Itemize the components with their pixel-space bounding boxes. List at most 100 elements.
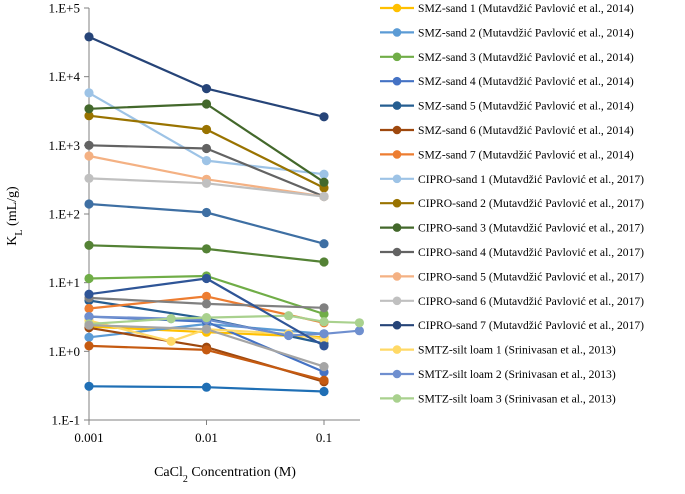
- legend-item: CIPRO-sand 6 (Mutavdžić Pavlović et al.,…: [380, 295, 644, 308]
- data-point: [201, 156, 212, 166]
- data-point: [201, 345, 212, 355]
- series-markers: [84, 32, 364, 397]
- data-point: [201, 299, 212, 309]
- data-point: [84, 341, 94, 351]
- y-axis-title-subscript: L: [14, 229, 25, 235]
- plot-area: 1.E-1 1.E+0 1.E+1 1.E+2 1.E+3 1.E+4 1.E+5 0.00…: [48, 1, 364, 445]
- legend-label: CIPRO-sand 5 (Mutavdžić Pavlović et al.,…: [418, 270, 644, 283]
- data-point: [84, 303, 94, 314]
- data-point: [84, 273, 94, 284]
- y-tick-label: 1.E-1: [51, 413, 80, 428]
- data-point: [201, 84, 212, 94]
- legend-item: SMTZ-silt loam 3 (Srinivasan et al., 201…: [380, 392, 616, 405]
- y-ticks: 1.E-1 1.E+0 1.E+1 1.E+2 1.E+3 1.E+4 1.E+5: [48, 1, 89, 428]
- legend-label: CIPRO-sand 4 (Mutavdžić Pavlović et al.,…: [418, 246, 644, 259]
- data-point: [84, 312, 94, 322]
- data-point: [284, 330, 294, 341]
- legend-swatch-marker: [392, 76, 402, 86]
- legend-item: SMZ-sand 5 (Mutavdžić Pavlović et al., 2…: [380, 100, 634, 113]
- legend-item: CIPRO-sand 4 (Mutavdžić Pavlović et al.,…: [380, 246, 644, 259]
- x-tick-label: 0.1: [316, 430, 332, 445]
- legend-swatch-marker: [392, 394, 402, 403]
- data-point: [319, 329, 329, 339]
- y-tick-label: 1.E+4: [48, 69, 80, 84]
- data-point: [84, 289, 94, 299]
- legend-swatch-marker: [392, 247, 402, 257]
- data-point: [354, 326, 364, 336]
- legend-swatch-marker: [392, 150, 402, 159]
- data-point: [84, 140, 94, 150]
- legend-swatch-marker: [392, 174, 402, 184]
- legend-swatch-marker: [392, 28, 402, 37]
- data-point: [201, 324, 212, 334]
- y-tick-label: 1.E+3: [48, 138, 80, 153]
- data-point: [284, 311, 294, 321]
- legend-swatch-marker: [392, 3, 402, 13]
- data-point: [201, 143, 212, 154]
- data-point: [84, 320, 94, 330]
- data-point: [84, 381, 94, 391]
- legend-item: SMZ-sand 2 (Mutavdžić Pavlović et al., 2…: [380, 26, 634, 39]
- legend-label: SMZ-sand 5 (Mutavdžić Pavlović et al., 2…: [418, 100, 634, 113]
- data-point: [319, 191, 329, 202]
- legend: SMZ-sand 1 (Mutavdžić Pavlović et al., 2…: [380, 2, 644, 405]
- legend-label: CIPRO-sand 3 (Mutavdžić Pavlović et al.,…: [418, 222, 644, 235]
- data-point: [354, 318, 364, 328]
- legend-label: SMTZ-silt loam 2 (Srinivasan et al., 201…: [418, 368, 616, 381]
- y-tick-label: 1.E+2: [48, 207, 80, 222]
- legend-item: CIPRO-sand 2 (Mutavdžić Pavlović et al.,…: [380, 197, 644, 210]
- legend-swatch-marker: [392, 198, 402, 208]
- legend-label: SMZ-sand 4 (Mutavdžić Pavlović et al., 2…: [418, 75, 634, 88]
- legend-item: CIPRO-sand 5 (Mutavdžić Pavlović et al.,…: [380, 270, 644, 283]
- legend-label: SMTZ-silt loam 1 (Srinivasan et al., 201…: [418, 344, 616, 357]
- data-point: [319, 386, 329, 397]
- series-line: [88, 314, 360, 326]
- legend-label: CIPRO-sand 7 (Mutavdžić Pavlović et al.,…: [418, 319, 644, 332]
- legend-label: SMZ-sand 1 (Mutavdžić Pavlović et al., 2…: [418, 2, 634, 15]
- legend-label: SMZ-sand 6 (Mutavdžić Pavlović et al., 2…: [418, 124, 634, 137]
- data-point: [84, 151, 94, 161]
- data-point: [166, 336, 176, 346]
- legend-swatch-marker: [392, 125, 402, 135]
- y-axis-title: KL (mL/g): [5, 186, 25, 246]
- data-point: [84, 111, 94, 121]
- data-point: [201, 273, 212, 284]
- legend-label: SMZ-sand 2 (Mutavdžić Pavlović et al., 2…: [418, 26, 634, 39]
- data-point: [319, 317, 329, 327]
- data-point: [84, 199, 94, 209]
- data-point: [166, 314, 176, 324]
- legend-swatch-marker: [392, 369, 402, 379]
- data-point: [319, 257, 329, 267]
- series-line: [88, 315, 360, 337]
- y-tick-label: 1.E+0: [48, 344, 80, 359]
- legend-label: SMZ-sand 7 (Mutavdžić Pavlović et al., 2…: [418, 148, 634, 161]
- legend-item: SMZ-sand 6 (Mutavdžić Pavlović et al., 2…: [380, 124, 634, 137]
- data-point: [84, 240, 94, 250]
- legend-label: SMTZ-silt loam 3 (Srinivasan et al., 201…: [418, 392, 616, 405]
- data-point: [319, 239, 329, 249]
- legend-swatch-marker: [392, 101, 402, 110]
- data-point: [84, 332, 94, 342]
- legend-label: CIPRO-sand 6 (Mutavdžić Pavlović et al.,…: [418, 295, 644, 308]
- data-point: [201, 207, 212, 218]
- legend-swatch-marker: [392, 52, 402, 62]
- x-tick-label: 0.001: [74, 430, 103, 445]
- legend-label: CIPRO-sand 1 (Mutavdžić Pavlović et al.,…: [418, 173, 644, 186]
- data-point: [201, 291, 212, 301]
- series-lines: [88, 35, 360, 393]
- x-tick-label: 0.01: [195, 430, 218, 445]
- data-point: [201, 313, 212, 323]
- legend-item: CIPRO-sand 3 (Mutavdžić Pavlović et al.,…: [380, 222, 644, 235]
- legend-item: SMZ-sand 3 (Mutavdžić Pavlović et al., 2…: [380, 51, 634, 64]
- data-point: [319, 303, 329, 313]
- data-point: [319, 177, 329, 187]
- legend-item: CIPRO-sand 7 (Mutavdžić Pavlović et al.,…: [380, 319, 644, 332]
- legend-swatch-marker: [392, 272, 402, 281]
- legend-item: CIPRO-sand 1 (Mutavdžić Pavlović et al.,…: [380, 173, 644, 186]
- data-point: [319, 341, 329, 351]
- x-ticks: 0.001 0.01 0.1: [74, 420, 332, 445]
- x-axis-title-subscript: 2: [183, 474, 188, 485]
- data-point: [201, 178, 212, 188]
- legend-swatch-marker: [392, 345, 402, 354]
